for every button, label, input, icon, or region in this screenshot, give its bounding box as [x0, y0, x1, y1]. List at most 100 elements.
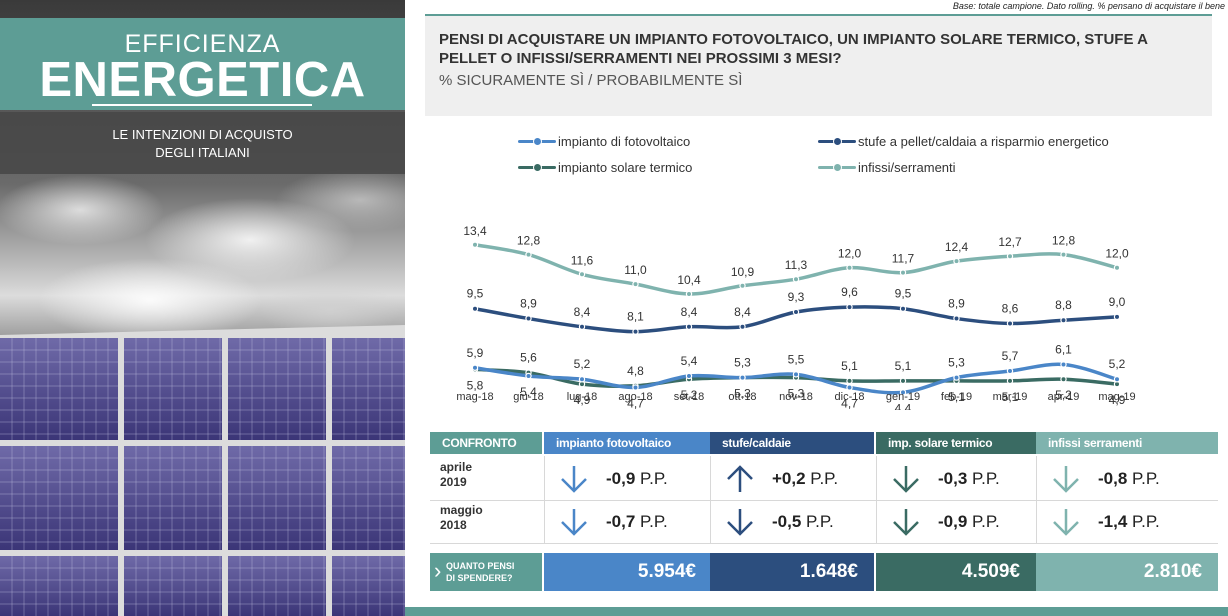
data-label-solare: 5,6 — [520, 351, 537, 365]
title-line1: EFFICIENZA — [124, 30, 281, 58]
arrow-down-icon — [1053, 466, 1079, 493]
legend-infissi: infissi/serramenti — [818, 160, 956, 175]
data-point-fotovoltaico — [525, 372, 532, 380]
data-label-stufe: 8,4 — [734, 305, 751, 319]
data-point-fotovoltaico — [846, 384, 853, 391]
data-point-fotovoltaico — [471, 364, 479, 371]
data-label-stufe: 8,8 — [1055, 298, 1072, 312]
arrow-down-icon — [561, 466, 587, 493]
x-tick-label: mar-19 — [993, 391, 1028, 403]
delta-cell-infissi: -1,4 P.P. — [1038, 500, 1160, 544]
data-label-fotovoltaico: 5,4 — [520, 385, 537, 399]
solar-panel-cell — [0, 446, 118, 550]
delta-value: -0,7 P.P. — [606, 512, 668, 531]
data-label-stufe: 8,4 — [574, 305, 591, 319]
data-label-solare: 5,3 — [788, 387, 805, 401]
data-label-fotovoltaico: 5,9 — [467, 346, 484, 360]
row-label-maggio: maggio 2018 — [440, 503, 483, 533]
data-point-infissi — [1113, 264, 1121, 271]
data-label-infissi: 11,7 — [892, 252, 915, 266]
solar-panel-cell — [124, 338, 222, 440]
data-label-infissi: 12,8 — [517, 234, 541, 248]
data-point-fotovoltaico — [953, 374, 960, 381]
x-tick-label: ott-18 — [728, 391, 756, 403]
data-point-fotovoltaico — [578, 376, 586, 383]
x-tick-label: set-18 — [674, 391, 705, 403]
row-label-line1: aprile — [440, 460, 473, 474]
delta-value: -0,9 P.P. — [938, 512, 1000, 531]
delta-cell-fotovoltaico: -0,7 P.P. — [546, 500, 668, 544]
data-label-infissi: 12,4 — [945, 240, 969, 254]
data-label-infissi: 12,8 — [1052, 234, 1076, 248]
data-label-fotovoltaico: 5,2 — [574, 357, 591, 371]
delta-cell-solare: -0,3 P.P. — [878, 457, 1000, 501]
solar-panel-cell — [332, 338, 405, 440]
legend-stufe: stufe a pellet/caldaia a risparmio energ… — [818, 134, 1109, 149]
data-point-stufe — [471, 305, 479, 312]
header-infissi: infissi serramenti — [1036, 432, 1218, 454]
data-label-solare: 5,8 — [467, 378, 484, 392]
legend-swatch — [818, 163, 856, 172]
solar-panel-cell — [0, 338, 118, 440]
data-point-stufe — [1006, 320, 1014, 327]
spend-infissi: 2.810€ — [1036, 553, 1218, 591]
data-point-infissi — [899, 269, 907, 276]
data-label-solare: 4,9 — [574, 393, 591, 407]
x-tick-label: giu-18 — [513, 391, 544, 403]
data-point-infissi — [525, 251, 532, 258]
data-label-fotovoltaico: 4,4 — [895, 401, 912, 410]
data-label-stufe: 9,0 — [1109, 295, 1126, 309]
title-band — [0, 18, 405, 110]
data-point-infissi — [792, 275, 800, 283]
data-point-infissi — [578, 271, 586, 278]
col-divider — [710, 456, 711, 543]
spend-stufe: 1.648€ — [710, 553, 874, 591]
data-label-solare: 5,1 — [1002, 390, 1019, 404]
data-label-fotovoltaico: 4,7 — [841, 396, 858, 410]
base-note: Base: totale campione. Dato rolling. % p… — [952, 1, 1225, 11]
data-point-stufe — [899, 305, 907, 312]
data-point-fotovoltaico — [739, 374, 746, 381]
delta-value: -1,4 P.P. — [1098, 512, 1160, 531]
row-label-line2: 2018 — [440, 518, 467, 532]
data-label-fotovoltaico: 5,4 — [681, 354, 698, 368]
x-tick-label: apr-19 — [1048, 391, 1080, 403]
data-point-infissi — [471, 241, 479, 248]
legend-solare: impianto solare termico — [518, 160, 692, 175]
data-label-infissi: 11,3 — [785, 258, 808, 272]
data-label-stufe: 8,9 — [948, 297, 965, 311]
title-rule — [92, 104, 312, 106]
row-label-line2: 2019 — [440, 475, 467, 489]
data-point-fotovoltaico — [1060, 361, 1067, 368]
delta-value: -0,8 P.P. — [1098, 469, 1160, 488]
legend-label: stufe a pellet/caldaia a risparmio energ… — [858, 134, 1109, 149]
data-label-solare: 5,2 — [681, 388, 698, 402]
header-stufe: stufe/caldaie — [710, 432, 874, 454]
x-tick-label: ago-18 — [618, 391, 652, 403]
legend-swatch — [518, 137, 556, 146]
data-point-fotovoltaico — [685, 372, 693, 380]
legend-label: impianto di fotovoltaico — [558, 134, 691, 149]
left-panel: EFFICIENZA ENERGETICA LE INTENZIONI DI A… — [0, 0, 405, 616]
data-point-solare — [899, 377, 907, 385]
question-box: PENSI DI ACQUISTARE UN IMPIANTO FOTOVOLT… — [425, 14, 1212, 116]
data-label-solare: 5,1 — [841, 359, 858, 373]
delta-value: -0,5 P.P. — [772, 512, 834, 531]
data-label-solare: 4,9 — [1109, 393, 1126, 407]
data-point-stufe — [739, 323, 746, 330]
data-point-stufe — [525, 315, 532, 322]
data-label-infissi: 11,6 — [571, 253, 594, 267]
spend-solare: 4.509€ — [876, 553, 1036, 591]
x-tick-label: mag-19 — [1098, 391, 1135, 403]
data-point-infissi — [685, 290, 693, 298]
legend-swatch — [818, 137, 856, 146]
data-point-infissi — [1060, 251, 1067, 258]
spend-label-line1: QUANTO PENSI — [446, 561, 515, 571]
data-point-stufe — [846, 303, 853, 311]
data-label-fotovoltaico: 5,2 — [1109, 357, 1126, 371]
spend-row: › QUANTO PENSI DI SPENDERE? 5.954€ 1.648… — [430, 553, 1218, 591]
x-tick-label: feb-19 — [941, 391, 972, 403]
data-label-stufe: 8,6 — [1002, 301, 1019, 315]
x-tick-label: mag-18 — [456, 391, 493, 403]
x-tick-label: nov-18 — [779, 391, 813, 403]
